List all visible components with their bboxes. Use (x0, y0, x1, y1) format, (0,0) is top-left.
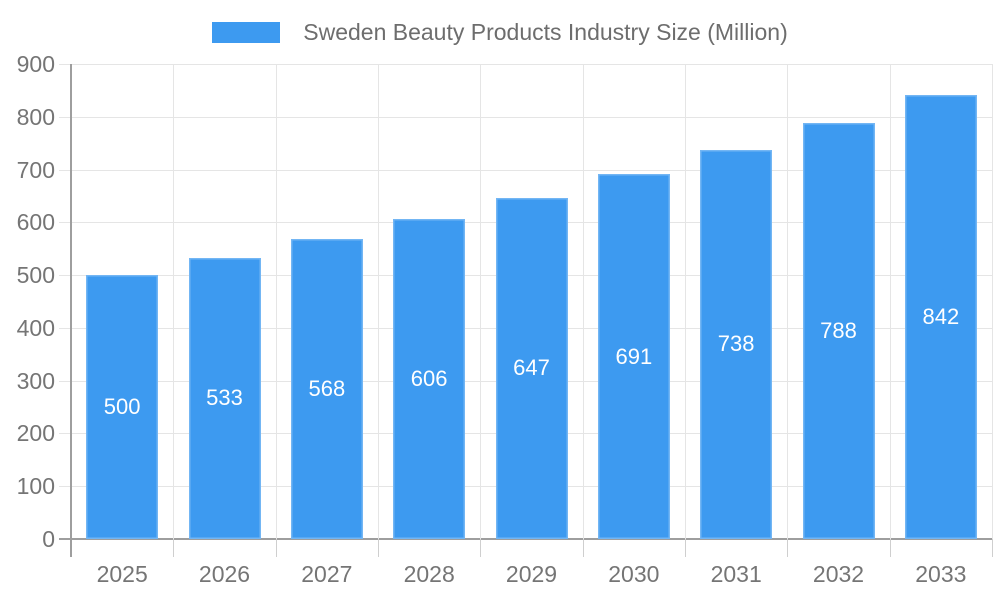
gridline-vertical (173, 64, 175, 539)
x-axis-tick (889, 539, 891, 557)
bar-value-label: 533 (206, 385, 243, 411)
x-axis-tick-label: 2030 (608, 561, 660, 587)
y-axis-tick-label: 300 (16, 367, 55, 394)
bar-value-label: 842 (922, 303, 960, 329)
bar-2029[interactable] (495, 197, 568, 539)
y-axis-tick-label: 0 (42, 526, 55, 552)
bar-2026[interactable] (188, 257, 261, 539)
gridline-vertical (275, 64, 277, 539)
x-axis-tick (275, 539, 277, 557)
gridline-vertical (582, 64, 584, 539)
gridline-vertical (787, 64, 789, 539)
gridline-horizontal (59, 64, 992, 65)
bar-value-label: 500 (103, 394, 141, 420)
x-axis-tick-label: 2029 (505, 561, 558, 587)
x-axis-tick-label: 2027 (301, 561, 353, 587)
x-axis-tick-label: 2025 (96, 561, 148, 587)
legend[interactable]: Sweden Beauty Products Industry Size (Mi… (0, 18, 1000, 46)
gridline-horizontal (59, 116, 992, 118)
x-axis-tick (480, 539, 482, 557)
bar-value-label: 647 (513, 355, 550, 381)
bar-2031[interactable] (700, 149, 773, 539)
bar-value-label: 568 (308, 376, 346, 402)
x-axis-tick-label: 2033 (915, 561, 967, 587)
x-axis-tick (787, 539, 789, 557)
bar-value-label: 788 (820, 318, 857, 344)
gridline-horizontal (59, 169, 992, 171)
y-axis-tick-label: 900 (16, 51, 55, 77)
gridline-vertical (992, 64, 993, 539)
x-axis-tick-label: 2032 (812, 561, 865, 587)
x-axis-line (59, 538, 992, 540)
y-axis-tick-label: 200 (16, 420, 55, 447)
y-axis-tick-label: 700 (16, 156, 55, 183)
x-axis-tick (173, 539, 175, 557)
bar-2027[interactable] (290, 239, 363, 539)
y-axis-tick-label: 400 (16, 314, 55, 341)
bar-value-label: 691 (615, 343, 653, 369)
x-axis-tick (582, 539, 584, 557)
bar-value-label: 738 (717, 331, 755, 357)
gridline-vertical (480, 64, 482, 539)
bar-2030[interactable] (597, 174, 670, 539)
legend-label: Sweden Beauty Products Industry Size (Mi… (303, 19, 788, 45)
gridline-vertical (889, 64, 891, 539)
y-axis-tick-label: 100 (16, 473, 55, 500)
x-axis-tick-label: 2026 (198, 561, 251, 587)
legend-swatch-icon (212, 21, 281, 43)
bar-value-label: 606 (410, 366, 448, 392)
y-axis-tick-label: 800 (16, 103, 55, 130)
x-axis-tick (992, 539, 993, 557)
y-axis-tick-label: 600 (16, 209, 55, 236)
x-axis-tick (685, 539, 686, 557)
y-axis-tick-label: 500 (16, 262, 55, 289)
x-axis-tick-label: 2028 (403, 561, 455, 587)
y-axis-line (70, 64, 72, 557)
x-axis-tick-label: 2031 (710, 561, 762, 587)
bar-2032[interactable] (802, 123, 875, 539)
bar-2033[interactable] (904, 94, 977, 539)
x-axis-tick (378, 539, 379, 557)
bar-2025[interactable] (86, 275, 159, 539)
bar-2028[interactable] (393, 219, 466, 539)
gridline-vertical (378, 64, 379, 539)
gridline-vertical (685, 64, 686, 539)
